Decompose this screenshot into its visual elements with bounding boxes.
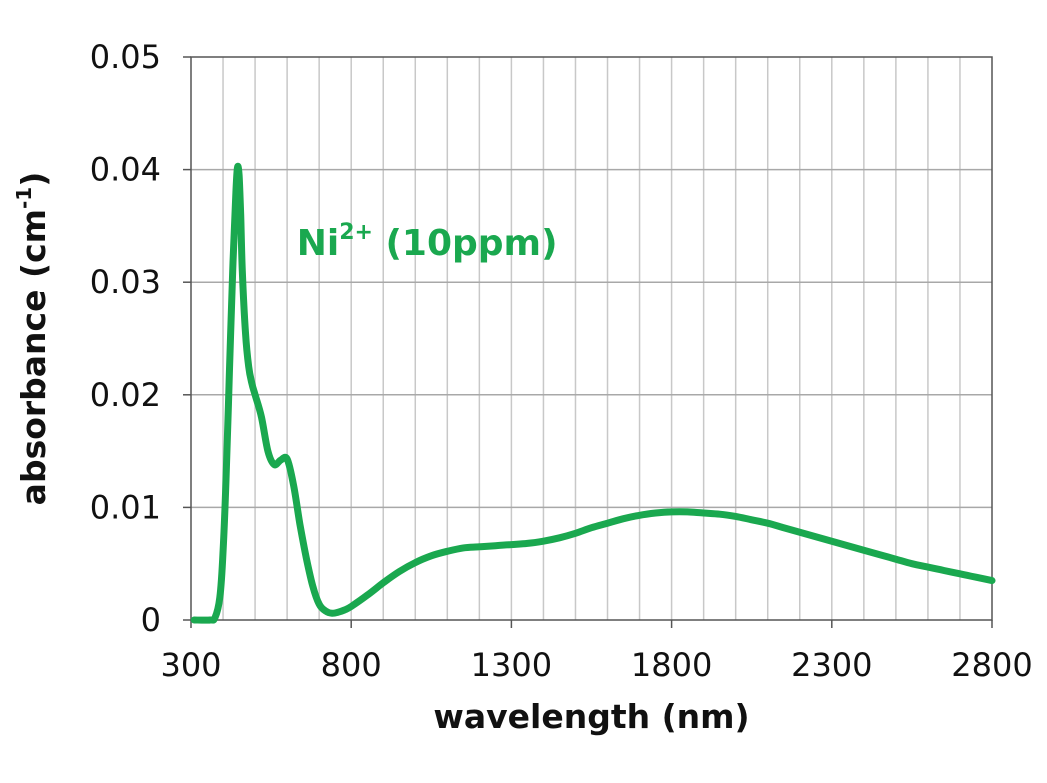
x-tick-labels: 300 800 1300 1800 2300 2800 [160, 620, 1033, 684]
x-tick-label: 800 [321, 646, 382, 684]
y-tick-labels: 0 0.01 0.02 0.03 0.04 0.05 [90, 38, 191, 639]
series-line-ni2 [190, 162, 996, 624]
annotation-element: Ni [297, 223, 339, 264]
annotation-charge: 2+ [339, 220, 373, 245]
y-tick-label: 0.05 [90, 38, 161, 76]
y-tick-label: 0 [141, 601, 161, 639]
x-tick-label: 2300 [791, 646, 872, 684]
x-tick-label: 1300 [471, 646, 552, 684]
x-axis-title: wavelength (nm) [433, 697, 749, 736]
x-tick-label: 1800 [631, 646, 712, 684]
y-tick-label: 0.02 [90, 376, 161, 414]
y-axis-title: absorbance (cm-1) [12, 172, 53, 506]
y-tick-label: 0.04 [90, 151, 161, 189]
grid [191, 57, 992, 620]
x-tick-label: 300 [160, 646, 221, 684]
y-axis-title-close: ) [14, 172, 53, 187]
annotation-concentration: (10ppm) [373, 223, 558, 264]
y-tick-label: 0.01 [90, 488, 161, 526]
x-tick-label: 2800 [951, 646, 1032, 684]
series-annotation: Ni2+ (10ppm) [297, 220, 558, 264]
plot-frame [190, 56, 993, 621]
y-axis-title-main: absorbance (cm [14, 209, 53, 505]
y-tick-label: 0.03 [90, 263, 161, 301]
y-axis-title-superscript: -1 [12, 187, 36, 209]
